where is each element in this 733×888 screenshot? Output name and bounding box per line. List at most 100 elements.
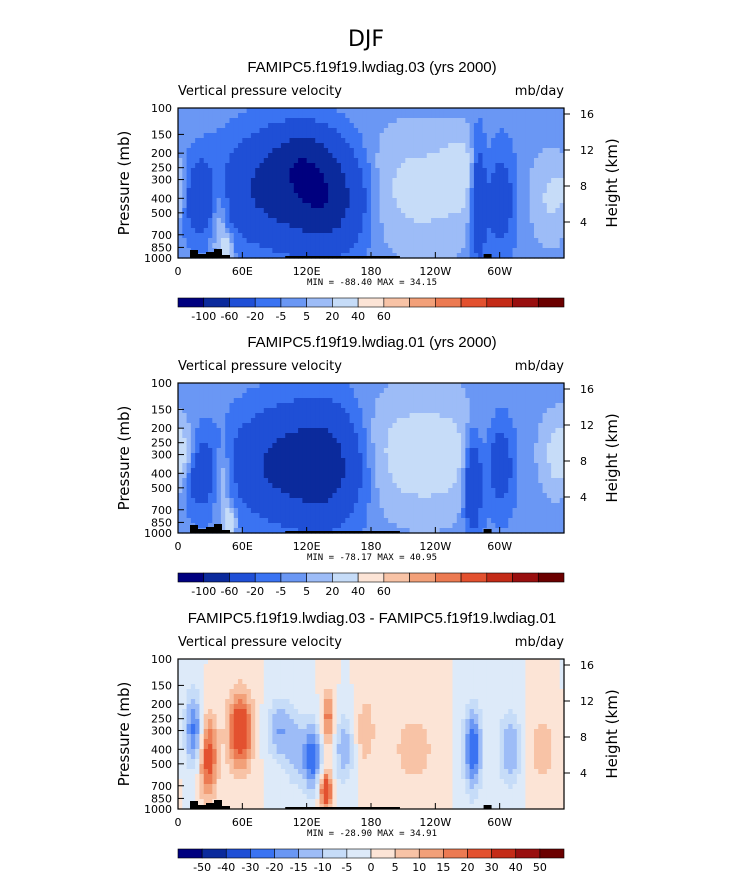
heatmap-cell xyxy=(268,128,273,134)
heatmap-cell xyxy=(216,188,222,194)
heatmap-cell xyxy=(418,153,424,159)
heatmap-cell xyxy=(366,248,372,254)
heatmap-cell xyxy=(379,148,385,154)
heatmap-cell xyxy=(302,413,308,419)
heatmap-cell xyxy=(242,478,248,484)
heatmap-cell xyxy=(375,163,381,169)
heatmap-cell xyxy=(375,218,381,224)
heatmap-cell xyxy=(178,468,183,474)
heatmap-cell xyxy=(379,253,385,259)
heatmap-cell xyxy=(315,173,321,179)
heatmap-cell xyxy=(521,498,526,504)
heatmap-cell xyxy=(401,208,406,214)
heatmap-cell xyxy=(461,383,466,389)
heatmap-cell xyxy=(521,213,526,219)
heatmap-cell xyxy=(521,193,526,199)
heatmap-cell xyxy=(345,143,351,149)
heatmap-cell xyxy=(216,243,222,249)
heatmap-cell xyxy=(186,498,192,504)
heatmap-cell xyxy=(358,413,364,419)
heatmap-cell xyxy=(405,193,411,199)
heatmap-cell xyxy=(426,253,432,259)
heatmap-cell xyxy=(392,443,398,449)
heatmap-cell xyxy=(306,168,312,174)
heatmap-cell xyxy=(255,403,261,409)
heatmap-cell xyxy=(443,183,449,189)
heatmap-cell xyxy=(216,453,222,459)
heatmap-cell xyxy=(503,208,509,214)
heatmap-cell xyxy=(499,118,505,124)
heatmap-cell xyxy=(542,413,548,419)
heatmap-cell xyxy=(302,498,308,504)
heatmap-cell xyxy=(203,398,209,404)
heatmap-cell xyxy=(461,403,466,409)
heatmap-cell xyxy=(353,218,359,224)
heatmap-cell xyxy=(448,468,454,474)
heatmap-cell xyxy=(435,158,441,164)
heatmap-cell xyxy=(310,108,316,114)
heatmap-cell xyxy=(263,433,269,439)
heatmap-cell xyxy=(293,138,299,144)
heatmap-cell xyxy=(478,153,484,159)
heatmap-cell xyxy=(345,238,351,244)
heatmap-cell xyxy=(353,238,359,244)
heatmap-cell xyxy=(263,188,269,194)
heatmap-cell xyxy=(362,423,368,429)
heatmap-cell xyxy=(482,163,488,169)
heatmap-cell xyxy=(555,198,561,204)
heatmap-cell xyxy=(555,123,561,129)
heatmap-cell xyxy=(443,228,449,234)
heatmap-cell xyxy=(508,473,514,479)
heatmap-cell xyxy=(431,243,436,249)
heatmap-cell xyxy=(516,438,522,444)
heatmap-cell xyxy=(233,203,239,209)
heatmap-cell xyxy=(426,473,432,479)
heatmap-cell xyxy=(323,423,329,429)
heatmap-cell xyxy=(242,188,248,194)
heatmap-cell xyxy=(280,213,286,219)
heatmap-cell xyxy=(178,388,183,394)
heatmap-cell xyxy=(199,188,205,194)
heatmap-cell xyxy=(525,148,531,154)
heatmap-cell xyxy=(263,423,269,429)
heatmap-cell xyxy=(285,438,291,444)
heatmap-cell xyxy=(268,503,273,509)
heatmap-cell xyxy=(396,433,402,439)
heatmap-cell xyxy=(508,138,514,144)
heatmap-cell xyxy=(439,423,445,429)
panel-title: FAMIPC5.f19f19.lwdiag.03 (yrs 2000) xyxy=(247,59,496,76)
heatmap-cell xyxy=(388,218,394,224)
heatmap-cell xyxy=(542,173,548,179)
heatmap-cell xyxy=(546,493,552,499)
heatmap-cell xyxy=(456,138,462,144)
heatmap-cell xyxy=(285,408,291,414)
heatmap-cell xyxy=(238,118,243,124)
heatmap-cell xyxy=(538,388,544,394)
heatmap-cell xyxy=(263,468,269,474)
heatmap-cell xyxy=(516,473,522,479)
heatmap-cell xyxy=(280,118,286,124)
heatmap-cell xyxy=(555,233,561,239)
heatmap-cell xyxy=(229,418,235,424)
heatmap-cell xyxy=(486,178,492,184)
heatmap-cell xyxy=(482,188,488,194)
heatmap-cell xyxy=(465,453,471,459)
heatmap-cell xyxy=(233,178,239,184)
heatmap-cell xyxy=(293,418,299,424)
panel-subtitle-left: Vertical pressure velocity xyxy=(178,359,342,374)
heatmap-cell xyxy=(328,238,333,244)
heatmap-cell xyxy=(422,448,428,454)
heatmap-cell xyxy=(178,233,183,239)
heatmap-cell xyxy=(409,428,415,434)
heatmap-cell xyxy=(199,403,205,409)
heatmap-cell xyxy=(456,108,462,114)
heatmap-cell xyxy=(263,213,269,219)
heatmap-cell xyxy=(405,443,411,449)
heatmap-cell xyxy=(225,428,231,434)
heatmap-cell xyxy=(238,158,243,164)
heatmap-cell xyxy=(375,488,381,494)
heatmap-cell xyxy=(495,128,501,134)
heatmap-cell xyxy=(328,468,333,474)
heatmap-cell xyxy=(310,408,316,414)
heatmap-cell xyxy=(353,193,359,199)
